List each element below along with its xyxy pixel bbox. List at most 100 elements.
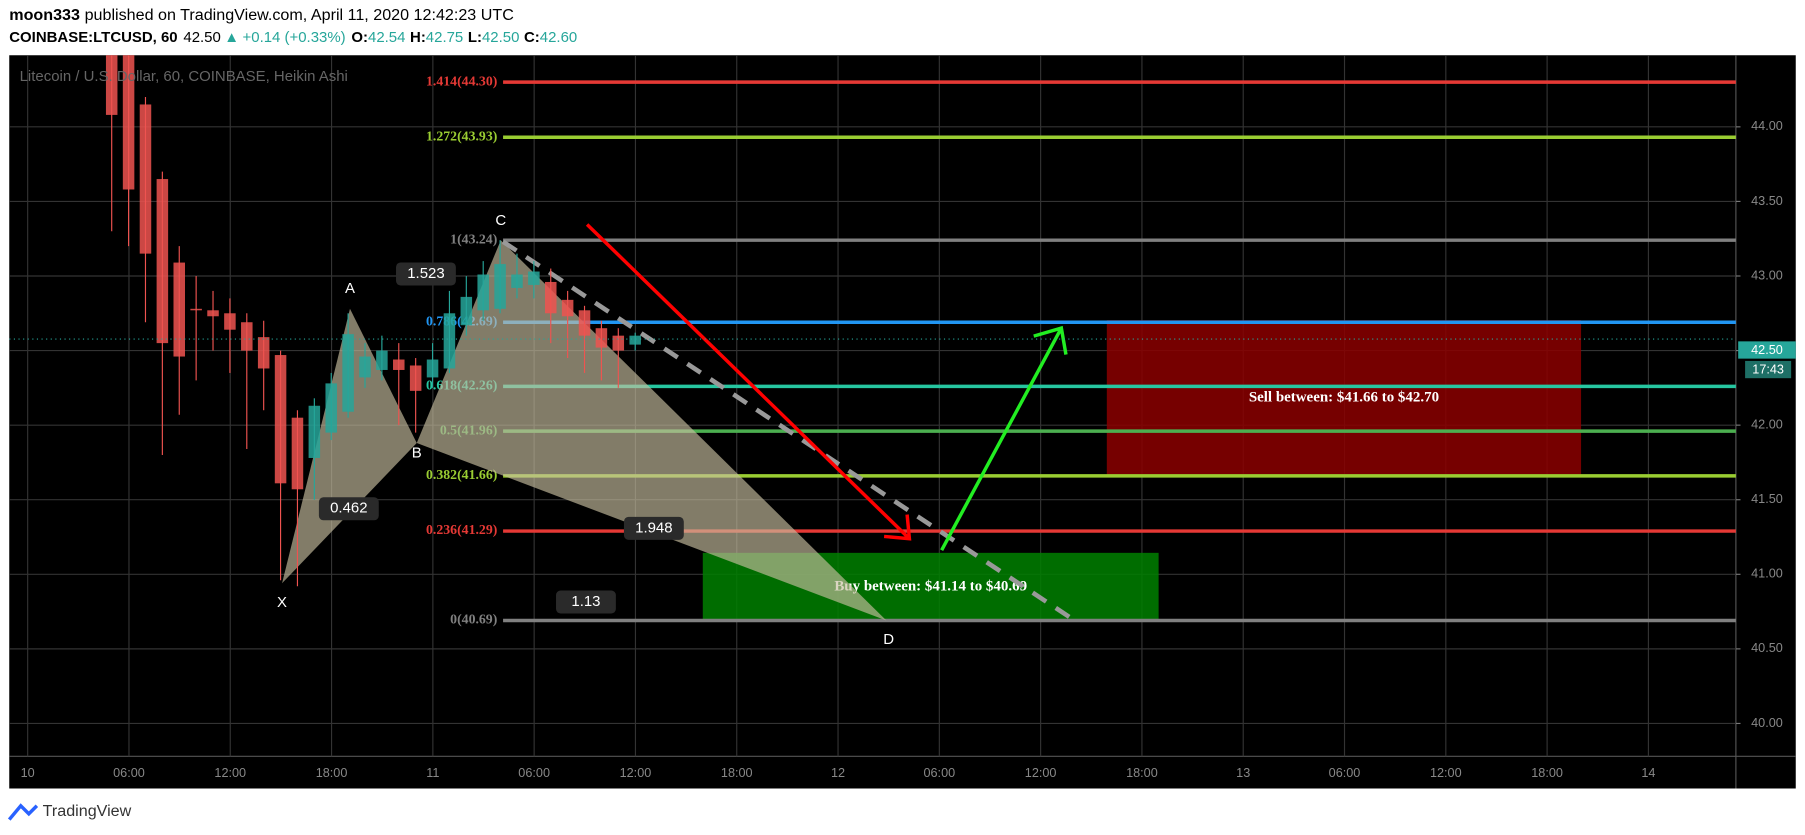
candle-body [544, 281, 557, 314]
candle-body [308, 405, 321, 458]
last: 42.50 [183, 29, 220, 46]
plot: Sell between: $41.66 to $42.70 Buy betwee… [9, 55, 1736, 648]
candle-body [494, 264, 506, 309]
pattern-point-label: A [345, 280, 355, 297]
ratio-label: 1.948 [635, 519, 672, 536]
ohlc-key: H: [410, 29, 426, 46]
candle-body [139, 104, 152, 254]
candle-body [578, 310, 591, 336]
candle-body [342, 334, 354, 412]
ratio-bg [318, 497, 379, 521]
green-arrow [940, 325, 1068, 552]
fib-label: 0.236(41.29) [426, 522, 497, 538]
candle-body [443, 313, 456, 369]
candle-body [393, 359, 405, 370]
x-tick-label: 06:00 [113, 766, 145, 780]
ratio-bg [556, 590, 616, 614]
x-tick-label: 12:00 [1025, 766, 1057, 780]
x-tick-label: 13 [1236, 766, 1250, 780]
brand: TradingView [43, 802, 132, 820]
axes: 44.00 43.50 43.00 42.50 42.00 41.50 41.00 40.50… [21, 119, 1796, 780]
candle-body [561, 299, 574, 317]
pattern-point-label: B [412, 444, 422, 461]
countdown-badge [1745, 360, 1792, 379]
candle-body [122, 55, 135, 190]
x-tick-label: 12:00 [1430, 766, 1462, 780]
ratio-bg [623, 516, 684, 540]
zone-label: Buy between: $41.14 to $40.69 [834, 578, 1027, 594]
candle-body [105, 55, 118, 115]
pattern-point-label: D [883, 631, 894, 648]
pattern-xab [282, 308, 417, 584]
candle-body [156, 179, 169, 344]
y-tick-label: 44.00 [1751, 119, 1783, 133]
fib-label: 1.272(43.93) [426, 128, 497, 144]
candle-body [190, 308, 202, 311]
last-price-badge [1738, 341, 1796, 359]
fib-label: 0(40.69) [450, 612, 497, 628]
ratio-label: 1.13 [571, 593, 600, 610]
candle-body [241, 322, 253, 351]
ohlc-key: L: [468, 29, 482, 46]
ratio-label: 0.462 [330, 500, 367, 517]
red-arrow [585, 223, 912, 541]
x-tick-label: 12:00 [620, 766, 652, 780]
x-tick-label: 18:00 [721, 766, 753, 780]
pattern-point-label: C [495, 212, 506, 229]
fib-label: 0.382(41.66) [426, 467, 497, 483]
ohlc-value: 42.54 [368, 29, 405, 46]
y-tick-label: 40.00 [1751, 716, 1783, 730]
ohlc-key: C: [524, 29, 540, 46]
candle-body [511, 274, 523, 288]
logo [7, 803, 39, 821]
fib-label: 1.414(44.30) [426, 73, 497, 89]
ohlc-value: 42.60 [540, 29, 577, 46]
x-tick-label: 12 [831, 766, 845, 780]
ratio-bg [396, 262, 456, 286]
candle-body [291, 417, 304, 490]
ohlc-key: O: [351, 29, 368, 46]
candle-body [173, 262, 186, 357]
symbol-line: COINBASE:LTCUSD, 60 42.50 ▲ +0.14 (+0.33%) O… [9, 29, 577, 46]
y-tick-label: 40.50 [1751, 641, 1783, 655]
ohlc-value: 42.75 [426, 29, 463, 46]
x-tick-label: 18:00 [316, 766, 348, 780]
candle-body [528, 271, 540, 285]
zone [1106, 320, 1582, 477]
y-tick-label: 41.50 [1751, 492, 1783, 506]
pattern-bcd [416, 240, 887, 621]
x-tick-label: 12:00 [214, 766, 246, 780]
y-tick-label: 43.00 [1751, 268, 1783, 282]
last-price-label: 42.50 [1751, 343, 1783, 357]
symbol: COINBASE:LTCUSD, 60 [9, 29, 177, 46]
x-tick-label: 06:00 [923, 766, 955, 780]
candle-body [376, 350, 388, 370]
candle-body [595, 328, 608, 348]
y-tick-label: 42.00 [1751, 417, 1783, 431]
candle-body [629, 335, 641, 345]
candle-body [207, 310, 219, 317]
published-text: published on TradingView.com, April 11, … [85, 6, 515, 24]
candle-body [257, 337, 270, 369]
dashed-trend [501, 239, 1078, 624]
x-tick-label: 10 [21, 766, 35, 780]
ratio-label: 1.523 [407, 265, 444, 282]
y-tick-label: 43.50 [1751, 194, 1783, 208]
pattern-point-label: X [277, 594, 287, 611]
x-tick-label: 18:00 [1126, 766, 1158, 780]
arrow: ▲ [224, 29, 239, 46]
change: +0.14 (+0.33%) [243, 29, 346, 46]
candle-body [409, 365, 422, 391]
x-tick-label: 18:00 [1531, 766, 1563, 780]
candle-body [460, 296, 473, 326]
x-tick-label: 06:00 [1329, 766, 1361, 780]
candle-body [477, 274, 489, 311]
candle-body [426, 359, 439, 378]
candle-body [224, 313, 236, 330]
candle-body [612, 335, 625, 351]
zone-label: Sell between: $41.66 to $42.70 [1249, 390, 1439, 406]
legend: Litecoin / U.S. Dollar, 60, COINBASE, He… [20, 68, 348, 85]
publish-line: moon333 published on TradingView.com, Apr… [9, 6, 514, 24]
